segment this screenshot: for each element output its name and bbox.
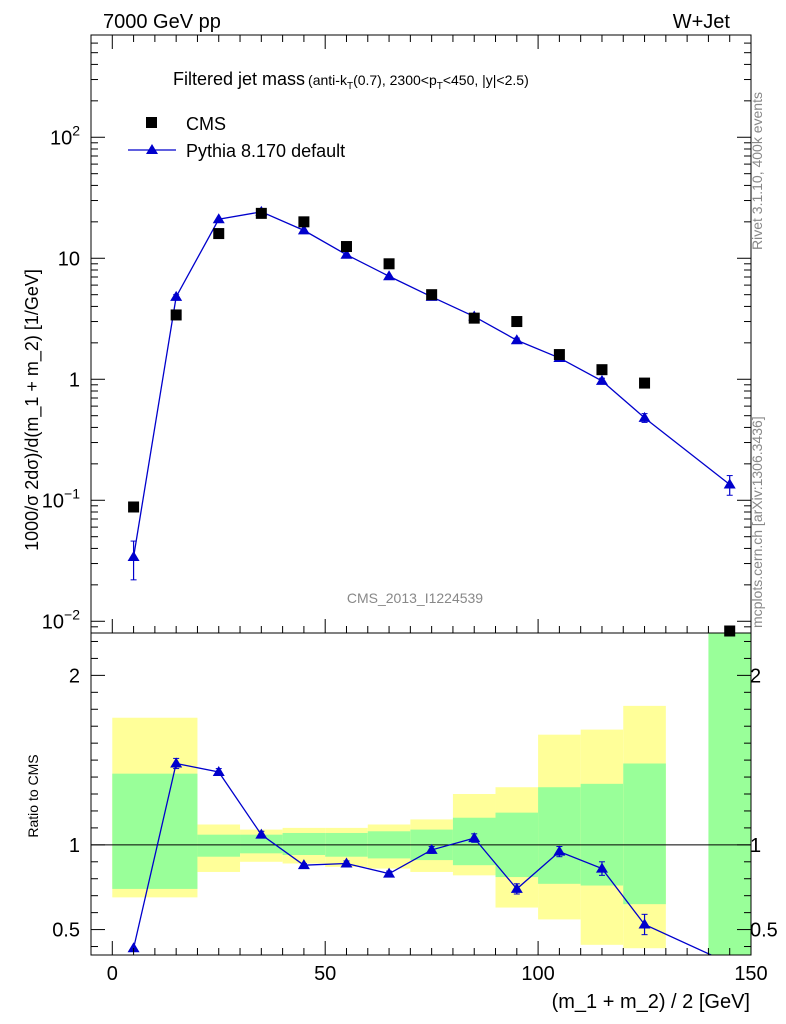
mc-point xyxy=(595,374,608,385)
ratio-plot xyxy=(91,757,751,955)
rivet-label: Rivet 3.1.10, 400k events xyxy=(749,92,765,250)
green-band xyxy=(240,834,283,854)
x-axis-label: (m_1 + m_2) / 2 [GeV] xyxy=(552,991,750,1013)
data-point xyxy=(298,216,310,228)
green-band xyxy=(282,832,326,856)
x-tick-label: 150 xyxy=(734,963,767,985)
ratio-point xyxy=(297,859,310,870)
green-band xyxy=(197,834,241,857)
data-point xyxy=(170,309,182,321)
legend-data-marker xyxy=(146,117,157,128)
main-y-tick-base: 1 xyxy=(69,369,80,391)
title-cuts-c: <450, |y|<2.5) xyxy=(443,72,529,88)
main-y-tick-label: 10 xyxy=(58,248,80,270)
green-band xyxy=(538,787,581,884)
main-y-tick-exp: 2 xyxy=(72,122,80,138)
green-band xyxy=(708,633,751,955)
data-point xyxy=(553,349,565,361)
main-y-tick-label: 102 xyxy=(50,122,80,149)
ratio-y-tick-label-right: 1 xyxy=(750,835,761,857)
ratio-point xyxy=(212,765,225,776)
title-cuts-a-sub: T xyxy=(347,81,353,92)
ratio-point xyxy=(638,918,651,929)
main-y-tick-label: 1 xyxy=(69,369,80,391)
title-cuts-b-sub: T xyxy=(437,81,443,92)
legend-mc-label: Pythia 8.170 default xyxy=(186,141,345,161)
main-y-tick-base: 10 xyxy=(42,490,64,512)
data-point xyxy=(128,501,140,513)
x-tick-label: 50 xyxy=(314,963,336,985)
title-cuts-b: (0.7), 2300<p xyxy=(353,72,437,88)
legend: CMS Pythia 8.170 default xyxy=(128,114,345,161)
ratio-uncertainty-bands xyxy=(112,633,751,955)
ratio-point xyxy=(510,882,523,893)
mc-point xyxy=(127,550,140,561)
data-point xyxy=(213,228,225,240)
x-tick-label: 100 xyxy=(521,963,554,985)
main-y-tick-exp: −1 xyxy=(64,485,80,501)
ratio-point xyxy=(468,832,481,843)
legend-data-label: CMS xyxy=(186,114,226,134)
ratio-y-tick-label-right: 0.5 xyxy=(750,920,778,942)
ratio-point xyxy=(553,845,566,856)
header-left: 7000 GeV pp xyxy=(103,11,221,33)
ratio-point xyxy=(127,942,140,953)
data-point xyxy=(383,258,395,270)
data-point xyxy=(511,316,523,328)
plot-title: Filtered jet mass (anti-kT(0.7), 2300<pT<… xyxy=(173,69,529,92)
green-band xyxy=(623,763,666,905)
legend-mc-marker xyxy=(146,144,158,154)
main-y-axis-label: 1000/σ 2dσ)/d(m_1 + m_2) [1/GeV] xyxy=(22,269,43,551)
ratio-point xyxy=(340,857,353,868)
title-main: Filtered jet mass xyxy=(173,69,305,89)
mc-point xyxy=(212,213,225,224)
data-point xyxy=(596,364,608,376)
ratio-y-tick-label-right: 2 xyxy=(750,665,761,687)
mc-point xyxy=(638,411,651,422)
mc-point xyxy=(170,290,183,301)
main-y-tick-exp: −2 xyxy=(64,606,80,622)
ratio-line xyxy=(132,762,713,955)
ratio-point xyxy=(425,843,438,854)
analysis-watermark: CMS_2013_I1224539 xyxy=(347,590,483,606)
mc-point xyxy=(383,270,396,281)
green-band xyxy=(112,773,198,889)
title-cuts-a: (anti-k xyxy=(308,72,348,88)
mc-point xyxy=(340,248,353,259)
main-y-tick-base: 10 xyxy=(42,611,64,633)
data-point xyxy=(639,377,651,389)
ratio-y-axis-label: Ratio to CMS xyxy=(25,754,41,837)
mc-point xyxy=(297,224,310,235)
main-y-tick-base: 10 xyxy=(50,127,72,149)
ratio-y-tick-label-left: 0.5 xyxy=(52,920,80,942)
mc-point xyxy=(723,478,736,489)
main-plot xyxy=(127,205,736,637)
mc-line xyxy=(132,211,731,558)
main-y-tick-label: 10−1 xyxy=(42,485,80,512)
data-point xyxy=(426,289,438,301)
main-y-tick-base: 10 xyxy=(58,248,80,270)
ratio-point xyxy=(595,862,608,873)
main-y-tick-label: 10−2 xyxy=(42,606,80,633)
ratio-point xyxy=(255,828,268,839)
header-right: W+Jet xyxy=(673,11,731,33)
data-point xyxy=(468,312,480,324)
ratio-y-tick-label-left: 1 xyxy=(69,835,80,857)
mc-point xyxy=(510,334,523,345)
data-point xyxy=(255,207,267,219)
ratio-y-tick-label-left: 2 xyxy=(69,665,80,687)
ratio-point xyxy=(170,757,183,768)
x-tick-label: 0 xyxy=(107,963,118,985)
mcplots-label: mcplots.cern.ch [arXiv:1306.3436] xyxy=(749,416,765,628)
ratio-point xyxy=(383,867,396,878)
data-point xyxy=(340,241,352,253)
